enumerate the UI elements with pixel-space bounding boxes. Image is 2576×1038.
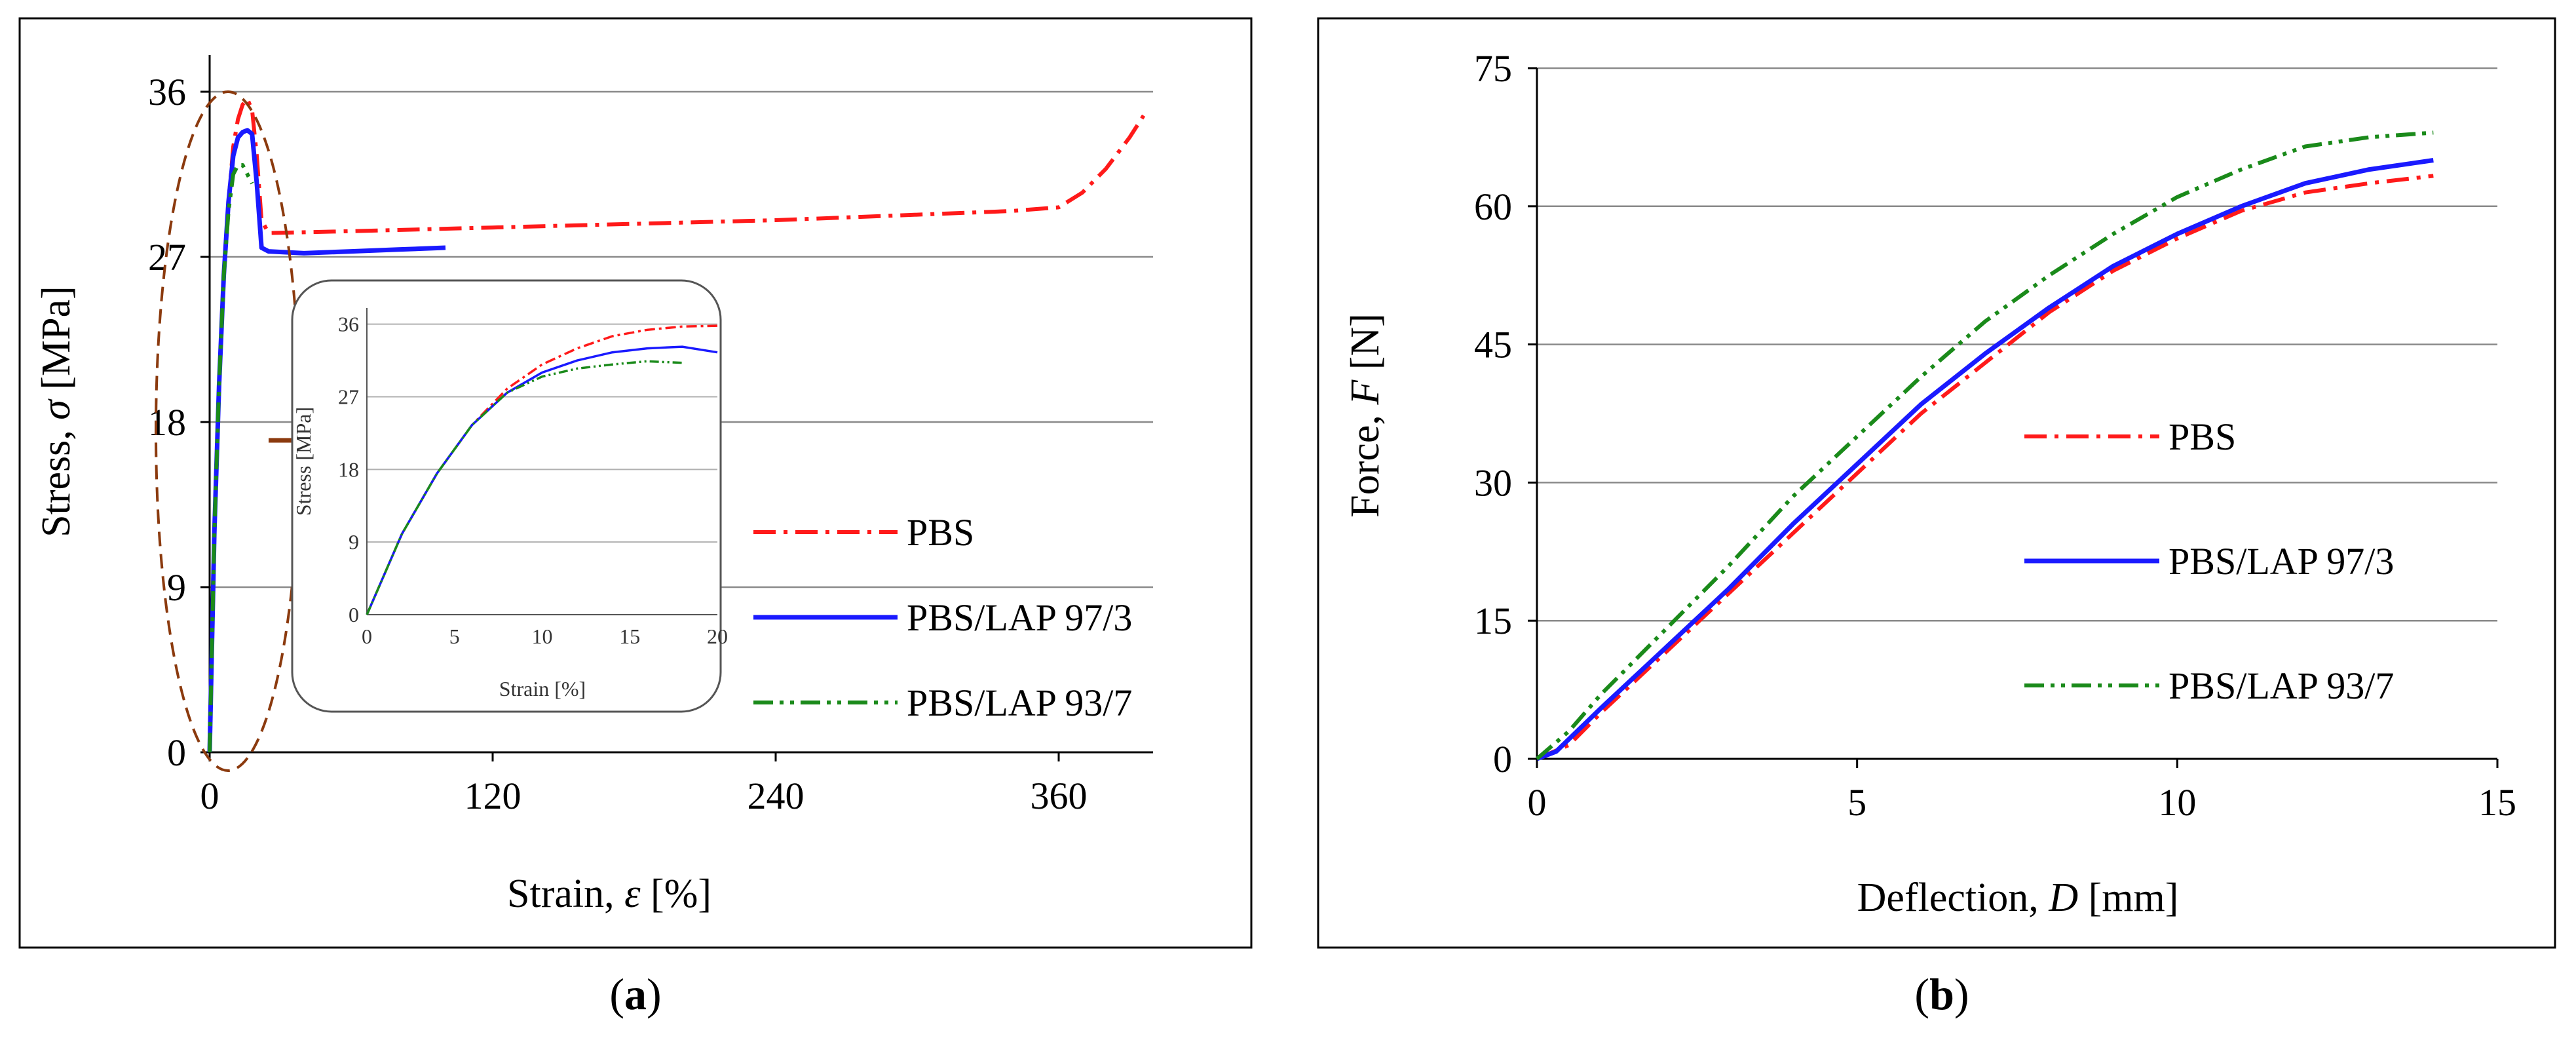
y-tick-label: 30 — [1474, 461, 1512, 504]
y-tick-label: 27 — [148, 236, 186, 279]
y-tick-label: 45 — [1474, 324, 1512, 366]
panel-b-x-axis-label: Deflection, D [mm] — [1857, 875, 2179, 920]
inset-y-tick-label: 18 — [338, 457, 359, 481]
y-tick-label: 36 — [148, 71, 186, 113]
inset-y-axis-label: Stress [MPa] — [292, 407, 315, 516]
y-tick-label: 18 — [148, 401, 186, 444]
inset: 0 9 18 27 36 0 5 10 15 20 Strain [%] Stress [MPa] — [291, 279, 728, 713]
panel-b-y-axis-label: Force, F [N] — [1343, 313, 1388, 518]
panel-b-y-axis-label-text: Force, — [1343, 405, 1388, 518]
inset-x-tick-label: 15 — [619, 625, 640, 648]
panel-a-x-axis-label-symbol: ε — [624, 872, 641, 916]
inset-frame — [291, 279, 722, 713]
inset-y-tick-label: 9 — [349, 530, 359, 554]
x-tick-label: 15 — [2478, 781, 2516, 824]
inset-series-line — [366, 345, 718, 615]
series-line-pbs — [208, 97, 1146, 753]
panel-a-series — [207, 97, 1146, 753]
panel-a-legend: PBS PBS/LAP 97/3 PBS/LAP 93/7 — [753, 511, 1132, 724]
panel-a-caption: (a) — [609, 969, 661, 1019]
y-tick-label: 60 — [1474, 185, 1512, 228]
series-line-pbs-lap-93-7 — [208, 163, 254, 753]
panel-b-x-axis-label-text: Deflection, — [1857, 875, 2049, 920]
x-tick-label: 10 — [2158, 781, 2196, 824]
panel-a-y-axis-label-text: Stress, — [34, 420, 79, 537]
panel-b-x-axis-label-unit: [mm] — [2078, 875, 2178, 920]
x-tick-label: 5 — [1847, 781, 1866, 824]
legend-label: PBS/LAP 97/3 — [2169, 540, 2394, 583]
panel-a-y-axis-label: Stress, σ [MPa] — [34, 286, 79, 537]
inset-y-tick-label: 36 — [338, 313, 359, 336]
inset-series-line — [366, 360, 683, 615]
panel-a-frame — [18, 17, 1253, 949]
panel-b-caption: (b) — [1914, 969, 1969, 1019]
y-tick-label: 9 — [167, 566, 186, 609]
y-tick-label: 0 — [167, 731, 186, 774]
inset-x-axis-label: Strain [%] — [499, 677, 586, 701]
inset-gridlines — [367, 323, 717, 543]
x-tick-label: 0 — [1528, 781, 1547, 824]
panel-b-ticks: 0 15 30 45 60 75 0 5 10 15 — [1474, 47, 2516, 824]
panel-a-x-axis-label: Strain, ε [%] — [507, 872, 711, 916]
y-tick-label: 75 — [1474, 47, 1512, 90]
series-line-pbs-lap-97-3 — [1536, 158, 2434, 761]
panel-b-legend: PBS PBS/LAP 97/3 PBS/LAP 93/7 — [2024, 415, 2394, 707]
y-tick-label: 0 — [1493, 738, 1512, 780]
inset-series — [366, 324, 718, 615]
panel-b-series — [1536, 130, 2434, 761]
x-tick-label: 120 — [464, 775, 521, 817]
legend-label: PBS — [2169, 415, 2236, 458]
panel-b-gridlines — [1537, 67, 2497, 622]
inset-x-tick-label: 0 — [362, 625, 372, 648]
legend-label: PBS/LAP 93/7 — [907, 682, 1132, 724]
legend-label: PBS — [907, 511, 974, 554]
series-line-pbs — [1536, 174, 2434, 761]
panel-a-x-axis-label-text: Strain, — [507, 872, 624, 916]
y-tick-label: 15 — [1474, 600, 1512, 642]
x-tick-label: 360 — [1031, 775, 1088, 817]
series-line-pbs-lap-93-7 — [1536, 130, 2434, 761]
inset-y-tick-label: 27 — [338, 385, 359, 408]
panel-b-x-axis-label-symbol: D — [2048, 875, 2078, 920]
inset-x-tick-label: 10 — [532, 625, 553, 648]
panel-a-y-axis-label-unit: [MPa] — [34, 286, 79, 400]
panel-b-frame — [1317, 17, 2556, 949]
inset-y-tick-label: 0 — [349, 603, 359, 626]
panel-b-y-axis-label-symbol: F — [1343, 379, 1388, 406]
legend-label: PBS/LAP 93/7 — [2169, 664, 2394, 707]
panel-b: 0 15 30 45 60 75 0 5 10 15 PBS PBS/LAP 97/3 PBS/LAP… — [1317, 17, 2556, 949]
panel-b-y-axis-label-unit: [N] — [1343, 313, 1388, 380]
inset-x-tick-label: 5 — [449, 625, 460, 648]
inset-x-tick-label: 20 — [707, 625, 728, 648]
panel-a-x-axis-label-unit: [%] — [641, 872, 711, 916]
inset-ticks: 0 9 18 27 36 0 5 10 15 20 — [338, 313, 728, 648]
x-tick-label: 240 — [748, 775, 805, 817]
x-tick-label: 0 — [200, 775, 219, 817]
panel-a-y-axis-label-symbol: σ — [34, 398, 79, 420]
legend-label: PBS/LAP 97/3 — [907, 596, 1132, 639]
